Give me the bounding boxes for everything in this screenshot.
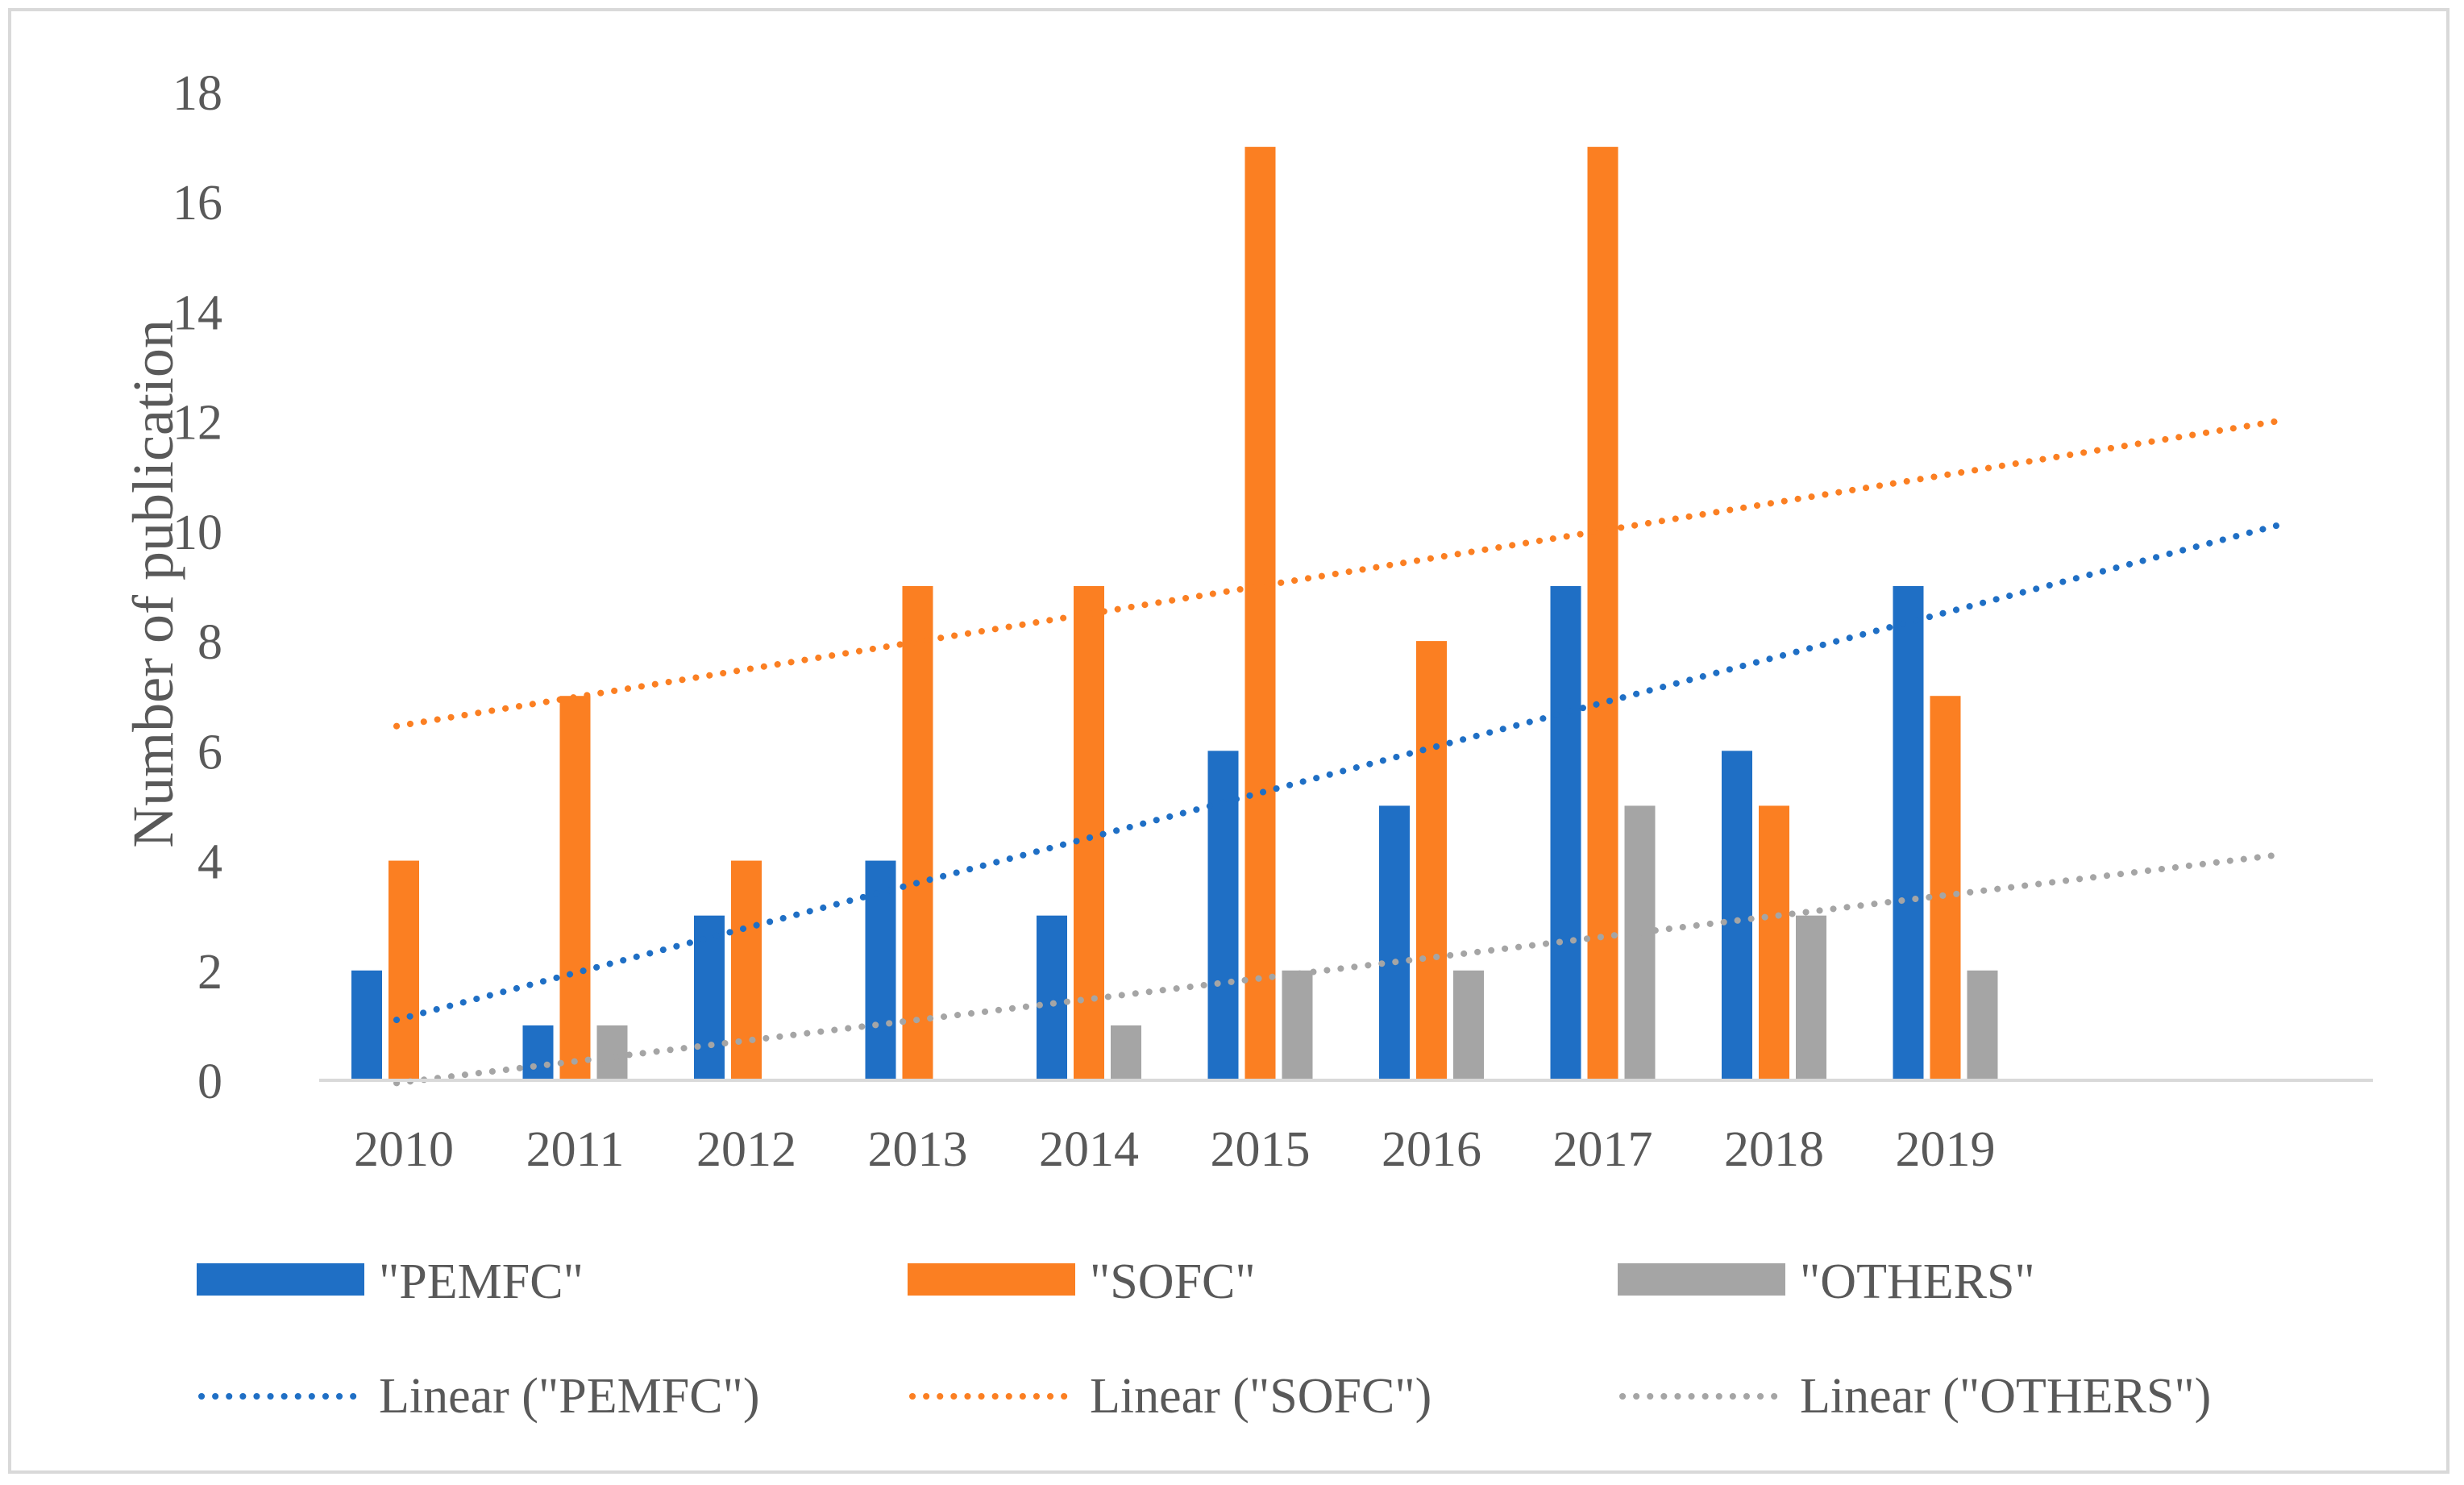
- legend-label-others: "OTHERS": [1800, 1254, 2035, 1309]
- bar-others-2011: [596, 1025, 628, 1080]
- legend-label-pemfc: "PEMFC": [379, 1254, 584, 1309]
- bar-pemfc-2018: [1722, 751, 1752, 1080]
- trendline-linear-sofc: [393, 418, 2279, 730]
- x-tick-label: 2018: [1724, 1122, 1824, 1177]
- y-tick-label: 6: [197, 725, 222, 780]
- y-axis-ticks: 0 2 4 6 8 10 12 14 16 18: [172, 66, 222, 1109]
- x-tick-label: 2016: [1382, 1122, 1481, 1177]
- chart-svg: 0 2 4 6 8 10 12 14 16 18 2010 2011 2012 2013 2014 2015…: [121, 66, 2373, 1424]
- x-tick-label: 2014: [1039, 1122, 1139, 1177]
- bar-others-2017: [1624, 805, 1656, 1080]
- bars: [351, 147, 1998, 1081]
- x-tick-label: 2015: [1211, 1122, 1311, 1177]
- y-tick-label: 10: [172, 505, 222, 560]
- bar-pemfc-2014: [1037, 915, 1067, 1080]
- legend-swatch-others: [1618, 1263, 1785, 1296]
- legend-swatch-sofc: [908, 1263, 1075, 1296]
- bar-others-2015: [1282, 970, 1313, 1080]
- trendline-linear-others: [393, 851, 2279, 1087]
- bar-pemfc-2010: [351, 970, 382, 1080]
- bar-sofc-2011: [559, 696, 591, 1080]
- bar-others-2016: [1453, 970, 1484, 1080]
- bar-sofc-2016: [1416, 641, 1447, 1080]
- bar-pemfc-2017: [1550, 586, 1581, 1080]
- legend-label-sofc: "SOFC": [1090, 1254, 1256, 1309]
- bar-pemfc-2013: [865, 860, 896, 1080]
- y-tick-label: 16: [172, 176, 222, 231]
- bar-pemfc-2019: [1893, 586, 1924, 1080]
- y-tick-label: 18: [172, 66, 222, 121]
- bar-others-2014: [1111, 1025, 1141, 1080]
- x-tick-label: 2012: [696, 1122, 796, 1177]
- legend-label-trend: Linear ("OTHERS"): [1800, 1369, 2211, 1424]
- bar-sofc-2015: [1244, 147, 1276, 1081]
- bar-others-2018: [1796, 915, 1826, 1080]
- bar-pemfc-2011: [522, 1025, 554, 1080]
- bar-sofc-2013: [902, 586, 933, 1080]
- bar-others-2019: [1967, 970, 1998, 1080]
- legend-label-trend: Linear ("PEMFC"): [379, 1369, 760, 1424]
- bar-pemfc-2016: [1379, 805, 1410, 1080]
- bar-sofc-2014: [1074, 586, 1104, 1080]
- y-axis-title: Number of publication: [121, 319, 185, 848]
- bar-sofc-2017: [1587, 147, 1618, 1081]
- x-axis-ticks: 2010 2011 2012 2013 2014 2015 2016 2017 2018 2019: [354, 1122, 1996, 1177]
- legend-label-trend: Linear ("SOFC"): [1090, 1369, 1431, 1424]
- x-tick-label: 2010: [354, 1122, 454, 1177]
- bar-sofc-2012: [731, 860, 762, 1080]
- x-tick-label: 2013: [868, 1122, 968, 1177]
- y-tick-label: 8: [197, 615, 222, 670]
- bar-sofc-2018: [1759, 805, 1789, 1080]
- y-tick-label: 0: [197, 1054, 222, 1109]
- y-tick-label: 4: [197, 835, 222, 890]
- legend: "PEMFC" "SOFC" "OTHERS" Linear ("PEMFC") Lin…: [197, 1254, 2211, 1424]
- x-tick-label: 2017: [1553, 1122, 1653, 1177]
- bar-pemfc-2012: [694, 915, 725, 1080]
- bar-sofc-2019: [1930, 696, 1961, 1080]
- trendlines: [393, 418, 2279, 1087]
- bar-sofc-2010: [389, 860, 419, 1080]
- x-tick-label: 2011: [526, 1122, 625, 1177]
- legend-swatch-pemfc: [197, 1263, 364, 1296]
- y-tick-label: 2: [197, 945, 222, 1000]
- y-tick-label: 14: [172, 285, 222, 340]
- chart-frame: 0 2 4 6 8 10 12 14 16 18 2010 2011 2012 2013 2014 2015…: [8, 8, 2449, 1474]
- x-tick-label: 2019: [1896, 1122, 1996, 1177]
- trendline-linear-pemfc: [393, 522, 2279, 1024]
- y-tick-label: 12: [172, 396, 222, 451]
